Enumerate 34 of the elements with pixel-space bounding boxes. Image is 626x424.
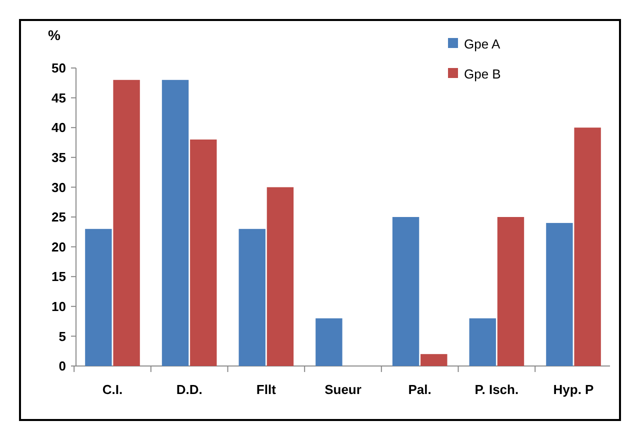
y-tick-label: 50 <box>52 60 66 76</box>
y-tick-label: 25 <box>52 210 66 225</box>
x-tick-label: Pal. <box>408 382 432 397</box>
x-tick-label: Fllt <box>256 382 277 397</box>
x-tick-label: C.I. <box>102 382 123 397</box>
x-tick-label: P. Isch. <box>474 382 519 397</box>
y-tick-label: 40 <box>52 120 66 136</box>
bar <box>497 217 524 366</box>
bar <box>190 140 217 366</box>
bar <box>162 80 189 366</box>
bar <box>546 222 573 366</box>
y-tick-label: 20 <box>52 239 66 254</box>
bar <box>85 228 112 366</box>
bar <box>469 318 496 366</box>
x-tick-label: Hyp. P <box>553 382 594 397</box>
y-tick-label: 35 <box>52 150 66 165</box>
y-tick-label: 10 <box>52 298 66 314</box>
bar <box>420 354 448 366</box>
y-tick-label: 15 <box>52 269 66 284</box>
y-tick-label: 0 <box>58 358 66 374</box>
legend-label: Gpe A <box>464 36 500 52</box>
x-tick-label: D.D. <box>176 382 202 397</box>
y-axis-title: % <box>48 27 61 43</box>
bar <box>574 128 601 366</box>
legend-label: Gpe B <box>464 66 501 82</box>
y-tick-label: 30 <box>52 180 66 195</box>
x-tick-label: Sueur <box>324 382 362 397</box>
bar <box>316 318 342 366</box>
bar <box>113 80 140 366</box>
y-tick-label: 5 <box>58 328 66 344</box>
bar <box>266 187 294 366</box>
bar <box>238 228 266 366</box>
y-tick-label: 45 <box>52 90 66 106</box>
bar <box>392 217 420 366</box>
